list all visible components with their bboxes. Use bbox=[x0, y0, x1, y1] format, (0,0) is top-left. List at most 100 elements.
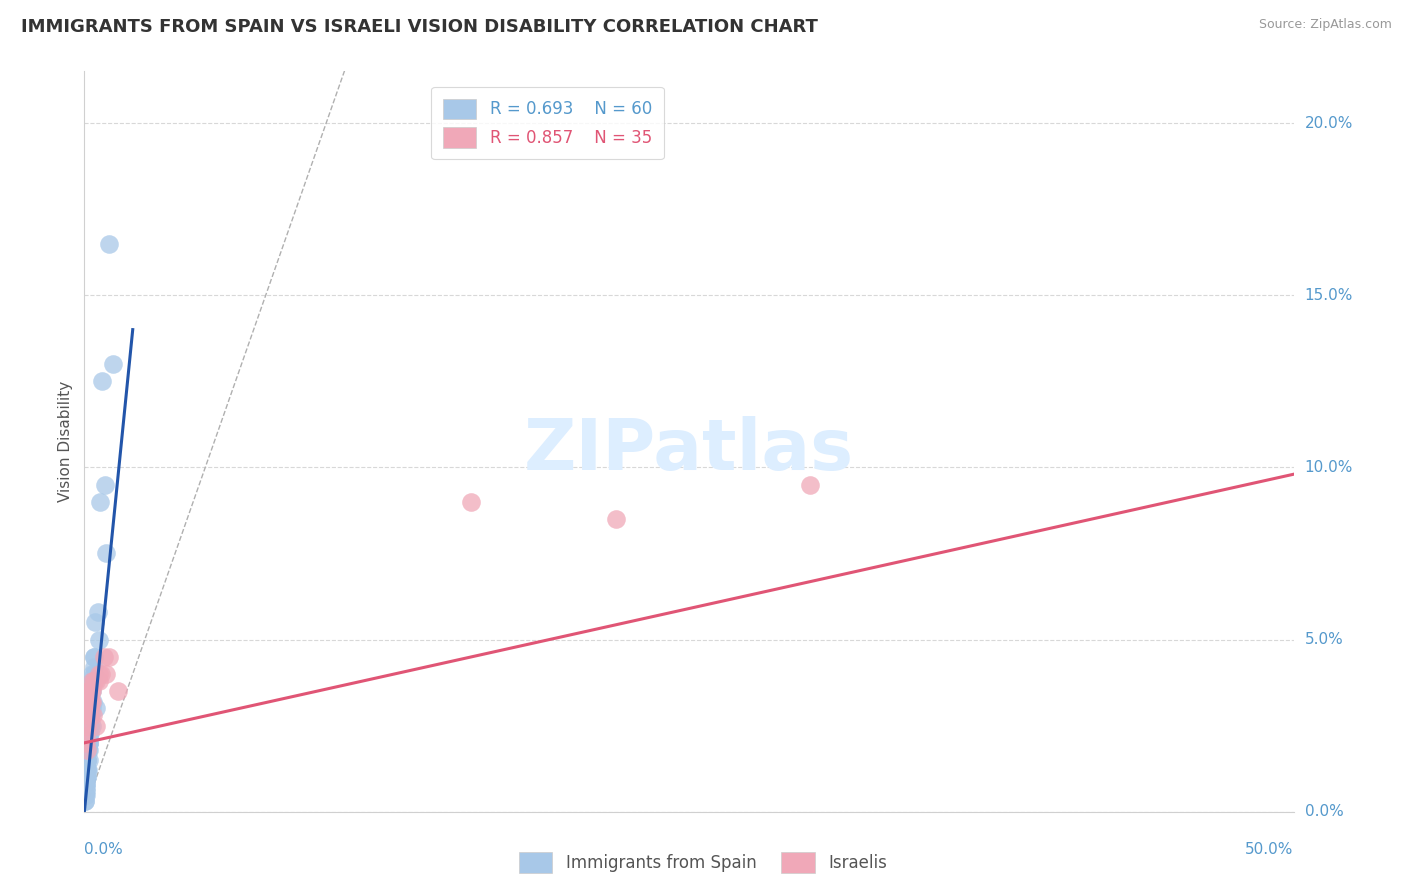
Point bbox=[80, 684, 103, 698]
Point bbox=[86, 718, 108, 732]
Point bbox=[77, 753, 100, 767]
Point bbox=[75, 777, 97, 791]
Point bbox=[75, 777, 97, 791]
Point bbox=[79, 718, 101, 732]
Point bbox=[76, 753, 98, 767]
Point bbox=[80, 718, 103, 732]
Point bbox=[75, 736, 97, 750]
Point bbox=[83, 649, 105, 664]
Point bbox=[75, 788, 97, 802]
Point bbox=[90, 667, 112, 681]
Point bbox=[82, 694, 104, 708]
Point bbox=[84, 615, 107, 630]
Point bbox=[80, 701, 103, 715]
Y-axis label: Vision Disability: Vision Disability bbox=[58, 381, 73, 502]
Point bbox=[76, 764, 98, 778]
Point bbox=[80, 694, 103, 708]
Point bbox=[97, 236, 120, 251]
Point bbox=[80, 684, 103, 698]
Point bbox=[77, 729, 100, 743]
Point bbox=[94, 546, 117, 560]
Point bbox=[77, 684, 100, 698]
Point bbox=[75, 794, 97, 808]
Text: 5.0%: 5.0% bbox=[1305, 632, 1343, 647]
Point bbox=[91, 374, 114, 388]
Point bbox=[83, 673, 105, 688]
Point bbox=[93, 649, 115, 664]
Point bbox=[79, 725, 101, 739]
Point bbox=[75, 788, 97, 802]
Point bbox=[75, 784, 97, 798]
Text: 0.0%: 0.0% bbox=[1305, 805, 1343, 819]
Point bbox=[76, 746, 98, 760]
Point bbox=[77, 701, 100, 715]
Point bbox=[89, 495, 111, 509]
Point bbox=[75, 718, 97, 732]
Point bbox=[82, 667, 104, 681]
Point bbox=[80, 684, 103, 698]
Point bbox=[77, 743, 100, 757]
Point bbox=[75, 729, 97, 743]
Point bbox=[75, 729, 97, 743]
Legend: Immigrants from Spain, Israelis: Immigrants from Spain, Israelis bbox=[512, 846, 894, 880]
Point bbox=[94, 477, 117, 491]
Point bbox=[77, 729, 100, 743]
Point bbox=[77, 764, 100, 778]
Point bbox=[77, 684, 100, 698]
Point bbox=[79, 708, 101, 723]
Text: Source: ZipAtlas.com: Source: ZipAtlas.com bbox=[1258, 18, 1392, 31]
Text: 0.0%: 0.0% bbox=[84, 842, 124, 857]
Text: 20.0%: 20.0% bbox=[1305, 115, 1353, 130]
Point bbox=[77, 736, 100, 750]
Text: 50.0%: 50.0% bbox=[1246, 842, 1294, 857]
Point bbox=[86, 673, 108, 688]
Point bbox=[76, 770, 98, 784]
Point bbox=[79, 718, 101, 732]
Point bbox=[79, 701, 101, 715]
Point bbox=[82, 708, 104, 723]
Point bbox=[77, 718, 100, 732]
Point bbox=[107, 684, 129, 698]
Text: 15.0%: 15.0% bbox=[1305, 288, 1353, 302]
Point bbox=[77, 708, 100, 723]
Point bbox=[86, 701, 108, 715]
Point bbox=[75, 777, 97, 791]
Text: ZIPatlas: ZIPatlas bbox=[524, 416, 853, 484]
Point bbox=[460, 495, 482, 509]
Point bbox=[79, 694, 101, 708]
Legend: R = 0.693    N = 60, R = 0.857    N = 35: R = 0.693 N = 60, R = 0.857 N = 35 bbox=[432, 87, 664, 160]
Point bbox=[94, 667, 117, 681]
Point bbox=[77, 743, 100, 757]
Point bbox=[76, 718, 98, 732]
Point bbox=[76, 764, 98, 778]
Point bbox=[80, 694, 103, 708]
Point bbox=[79, 694, 101, 708]
Point bbox=[79, 701, 101, 715]
Text: IMMIGRANTS FROM SPAIN VS ISRAELI VISION DISABILITY CORRELATION CHART: IMMIGRANTS FROM SPAIN VS ISRAELI VISION … bbox=[21, 18, 818, 36]
Point bbox=[76, 708, 98, 723]
Point bbox=[79, 708, 101, 723]
Text: 10.0%: 10.0% bbox=[1305, 460, 1353, 475]
Point bbox=[87, 632, 110, 647]
Point bbox=[83, 673, 105, 688]
Point bbox=[76, 753, 98, 767]
Point bbox=[80, 673, 103, 688]
Point bbox=[80, 708, 103, 723]
Point bbox=[77, 708, 100, 723]
Point bbox=[75, 794, 97, 808]
Point bbox=[86, 605, 108, 619]
Point bbox=[82, 673, 104, 688]
Point bbox=[77, 736, 100, 750]
Point bbox=[83, 649, 105, 664]
Point bbox=[605, 512, 627, 526]
Point bbox=[75, 770, 97, 784]
Point bbox=[87, 667, 110, 681]
Point bbox=[799, 477, 821, 491]
Point bbox=[75, 780, 97, 795]
Point bbox=[83, 660, 105, 674]
Point bbox=[76, 770, 98, 784]
Point bbox=[97, 649, 120, 664]
Point bbox=[77, 701, 100, 715]
Point bbox=[75, 788, 97, 802]
Point bbox=[103, 357, 125, 371]
